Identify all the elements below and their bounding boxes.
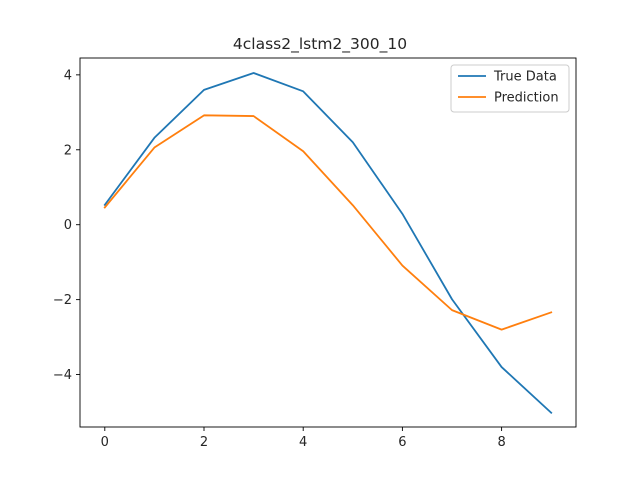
- chart-title: 4class2_lstm2_300_10: [233, 35, 407, 54]
- x-tick-label: 2: [200, 435, 208, 450]
- y-tick-label: 0: [64, 218, 72, 233]
- legend-label-true-data: True Data: [493, 70, 557, 85]
- y-tick-label: 4: [64, 68, 72, 83]
- legend-label-prediction: Prediction: [494, 91, 559, 106]
- y-tick-label: −4: [53, 368, 72, 383]
- series-line-prediction: [103, 114, 553, 331]
- legend: True Data Prediction: [450, 64, 570, 113]
- x-tick-label: 8: [497, 435, 505, 450]
- x-tick-label: 0: [101, 435, 109, 450]
- x-tick-label: 6: [398, 435, 406, 450]
- x-axis: 0 2 4 6 8: [101, 427, 506, 450]
- series-layer: [103, 72, 553, 415]
- plot-frame: [79, 57, 577, 428]
- series-line-true-data: [103, 72, 553, 415]
- x-tick-label: 4: [299, 435, 307, 450]
- y-tick-label: −2: [53, 293, 72, 308]
- y-tick-label: 2: [64, 143, 72, 158]
- y-axis: −4 −2 0 2 4: [53, 68, 80, 383]
